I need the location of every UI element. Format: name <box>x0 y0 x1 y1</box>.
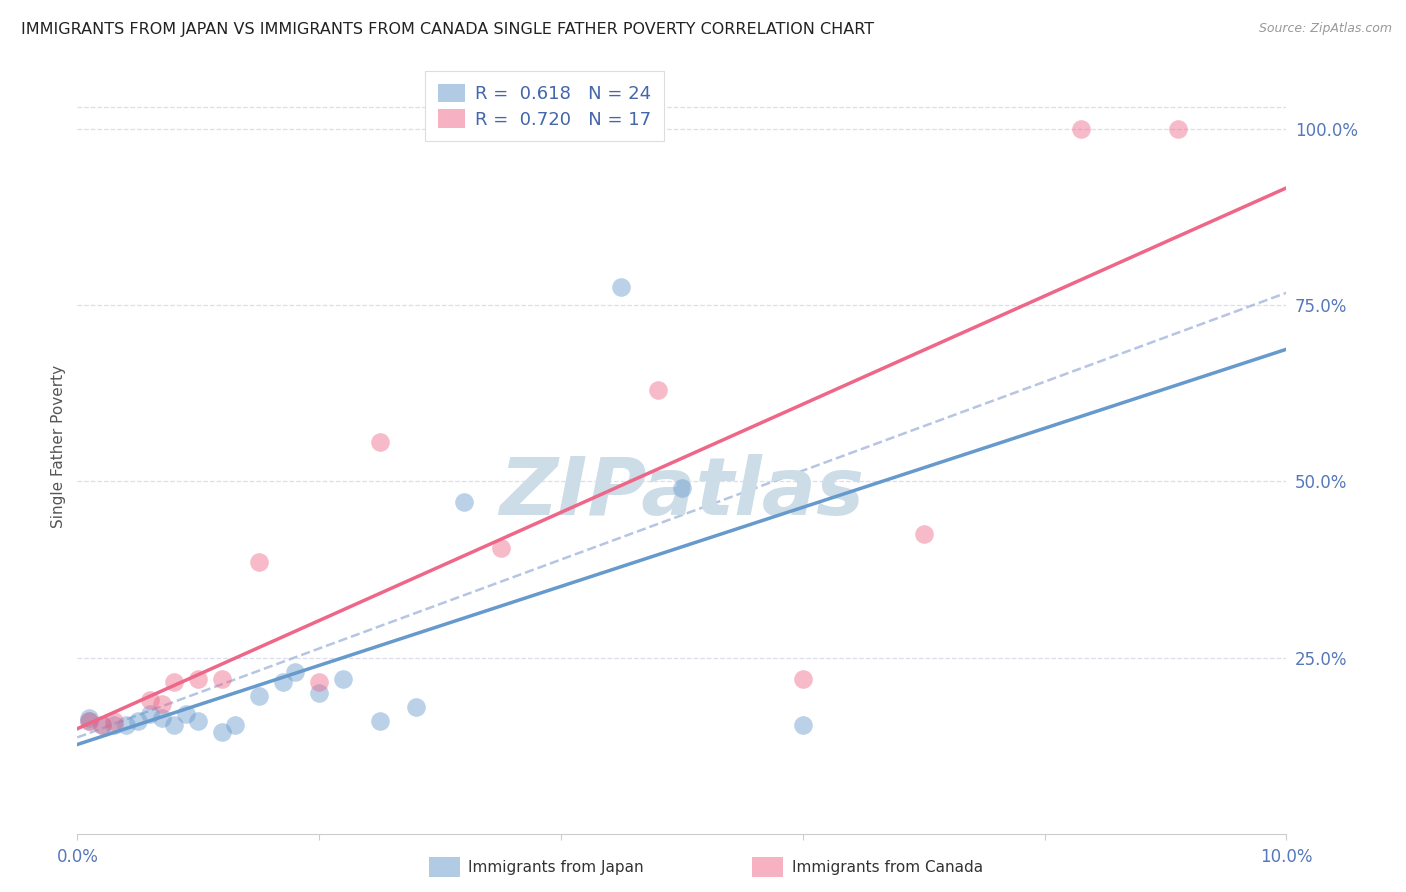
Point <box>368 714 391 728</box>
Point <box>284 665 307 679</box>
Point <box>610 280 633 294</box>
Point <box>150 710 173 724</box>
Text: Immigrants from Canada: Immigrants from Canada <box>792 861 983 875</box>
Point <box>271 675 294 690</box>
Point <box>174 707 197 722</box>
Point <box>332 672 354 686</box>
Point <box>163 675 186 690</box>
Point <box>127 714 149 728</box>
Point <box>90 717 112 731</box>
Point <box>187 672 209 686</box>
Text: IMMIGRANTS FROM JAPAN VS IMMIGRANTS FROM CANADA SINGLE FATHER POVERTY CORRELATIO: IMMIGRANTS FROM JAPAN VS IMMIGRANTS FROM… <box>21 22 875 37</box>
Point <box>405 700 427 714</box>
Point <box>114 717 136 731</box>
Point <box>103 714 125 728</box>
Point <box>671 481 693 495</box>
Point <box>211 672 233 686</box>
Point <box>211 724 233 739</box>
Point <box>103 717 125 731</box>
Point <box>139 707 162 722</box>
Point <box>792 717 814 731</box>
Point <box>90 717 112 731</box>
Point <box>912 527 935 541</box>
Point <box>79 714 101 728</box>
Point <box>453 495 475 509</box>
Point <box>489 541 512 556</box>
Point <box>1167 121 1189 136</box>
Y-axis label: Single Father Poverty: Single Father Poverty <box>51 365 66 527</box>
Point <box>1070 121 1092 136</box>
Point <box>150 697 173 711</box>
Point <box>247 555 270 570</box>
Point <box>79 710 101 724</box>
Text: ZIPatlas: ZIPatlas <box>499 453 865 532</box>
Point <box>187 714 209 728</box>
Point <box>247 690 270 704</box>
Legend: R =  0.618   N = 24, R =  0.720   N = 17: R = 0.618 N = 24, R = 0.720 N = 17 <box>425 70 664 141</box>
Point <box>308 675 330 690</box>
Point <box>163 717 186 731</box>
Point <box>308 686 330 700</box>
Point <box>368 435 391 450</box>
Text: Source: ZipAtlas.com: Source: ZipAtlas.com <box>1258 22 1392 36</box>
Text: Immigrants from Japan: Immigrants from Japan <box>468 861 644 875</box>
Point <box>139 693 162 707</box>
Point <box>647 383 669 397</box>
Point <box>224 717 246 731</box>
Point <box>79 714 101 728</box>
Point <box>792 672 814 686</box>
